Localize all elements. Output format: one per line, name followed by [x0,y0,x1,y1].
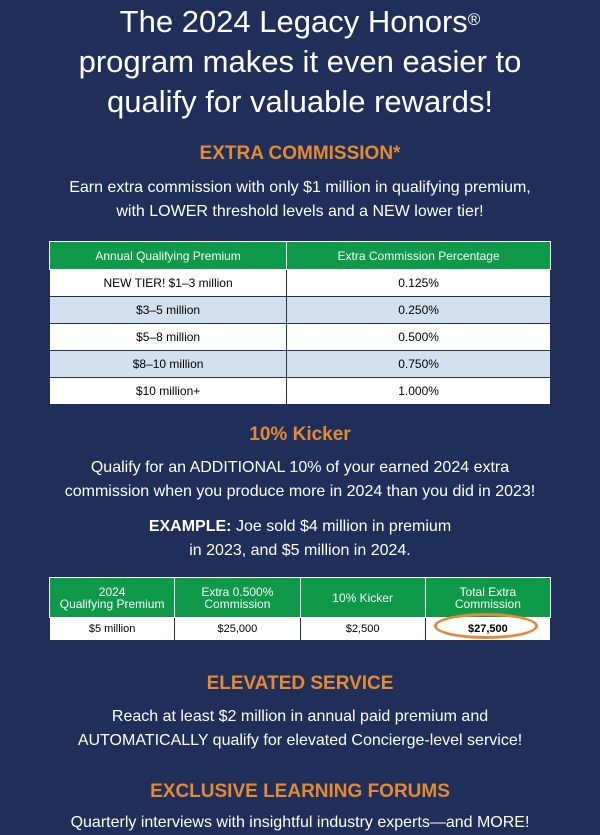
headline: The 2024 Legacy Honors® program makes it… [0,2,600,122]
premium-cell: $8–10 million [48,350,288,378]
elevated-line-1: Reach at least $2 million in annual paid… [111,708,489,725]
column-header-total: Total Extra Commission [424,577,552,618]
kicker-example-table: 2024 Qualifying Premium Extra 0.500% Commi… [48,577,552,641]
premium-cell: $10 million+ [48,377,288,405]
percentage-cell: 0.125% [286,269,551,297]
premium-cell: NEW TIER! $1–3 million [48,269,288,297]
kicker-line-2: commission when you produce more in 2024… [64,483,536,500]
table-row: $5–8 million 0.500% [48,323,551,351]
highlight-oval [433,613,538,639]
extra-commission-line-1: Earn extra commission with only $1 milli… [69,179,531,196]
learning-forums-description: Quarterly interviews with insightful ind… [70,814,530,831]
elevated-line-2: AUTOMATICALLY qualify for elevated Conci… [77,732,523,749]
percentage-cell: 0.250% [286,296,551,324]
elevated-service-title: ELEVATED SERVICE [206,673,394,694]
premium-cell: $3–5 million [48,296,288,324]
headline-line-3: qualify for valuable rewards! [107,84,493,119]
learning-forums-title: EXCLUSIVE LEARNING FORUMS [150,781,450,802]
column-header-extra-commission: Extra 0.500% Commission [174,577,301,618]
extra-commission-table: Annual Qualifying Premium Extra Commissi… [48,241,551,405]
kicker-title: 10% Kicker [249,424,351,445]
premium-cell: $5–8 million [48,323,288,351]
column-header-percentage: Extra Commission Percentage [286,241,551,270]
extra-commission-title: EXTRA COMMISSION* [199,143,401,164]
kicker-line-1: Qualify for an ADDITIONAL 10% of your ea… [90,459,510,476]
kicker-example: EXAMPLE: Joe sold $4 million in premium … [0,515,600,563]
extra-commission-description: Earn extra commission with only $1 milli… [0,176,600,224]
table-row: $8–10 million 0.750% [48,350,551,378]
column-header-qualifying-premium: 2024 Qualifying Premium [48,577,176,618]
percentage-cell: 0.750% [286,350,551,378]
headline-line-2: program makes it even easier to [78,44,522,79]
premium-cell: $5 million [48,617,176,641]
table-row: $5 million $25,000 $2,500 $27,500 [48,613,552,641]
column-header-kicker: 10% Kicker [299,577,426,618]
percentage-cell: 0.500% [286,323,551,351]
table-row: NEW TIER! $1–3 million 0.125% [48,269,551,297]
registered-mark: ® [467,10,481,29]
example-label: EXAMPLE: [148,518,232,535]
table-header-row: Annual Qualifying Premium Extra Commissi… [48,241,551,270]
kicker-description: Qualify for an ADDITIONAL 10% of your ea… [0,456,600,504]
headline-line-1: The 2024 Legacy Honors® [119,4,481,39]
percentage-cell: 1.000% [286,377,551,405]
table-row: $3–5 million 0.250% [48,296,551,324]
table-header-row: 2024 Qualifying Premium Extra 0.500% Commi… [48,577,552,618]
example-line-1: Joe sold $4 million in premium [231,518,452,535]
total-cell: $27,500 [424,613,552,641]
table-row: $10 million+ 1.000% [48,377,551,405]
kicker-cell: $2,500 [299,617,426,641]
extra-commission-cell: $25,000 [174,617,301,641]
extra-commission-line-2: with LOWER threshold levels and a NEW lo… [116,203,484,220]
example-line-2: in 2023, and $5 million in 2024. [189,542,411,559]
column-header-premium: Annual Qualifying Premium [48,241,288,270]
elevated-service-description: Reach at least $2 million in annual paid… [0,705,600,753]
